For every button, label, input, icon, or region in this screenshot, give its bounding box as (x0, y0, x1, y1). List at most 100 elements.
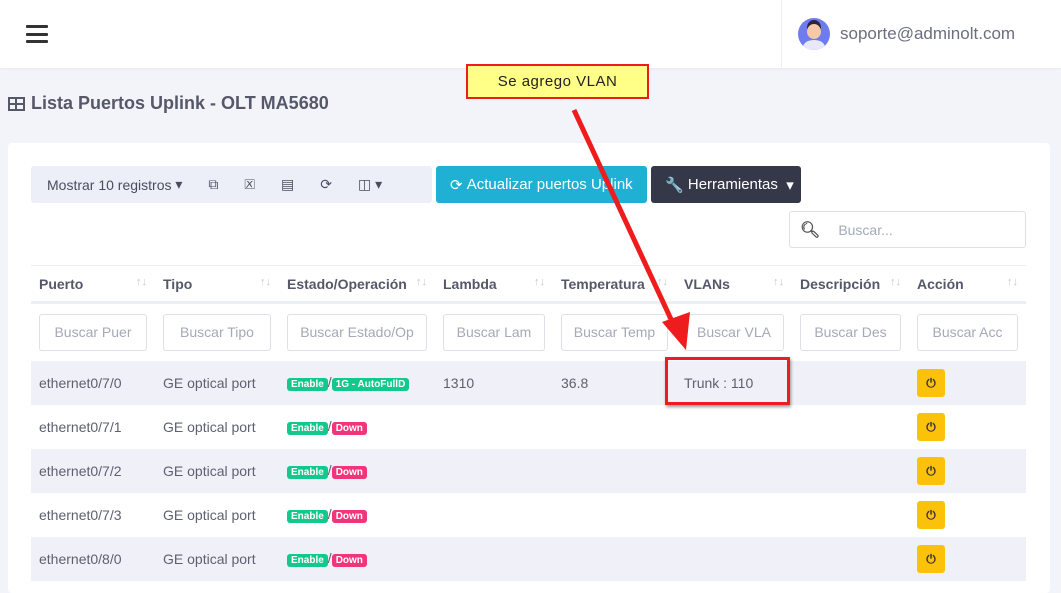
show-records-dropdown[interactable]: Mostrar 10 registros ▾ (47, 176, 183, 193)
column-header[interactable]: Descripción ↑↓ (792, 265, 909, 304)
state-cell: Enable / Down (279, 536, 435, 581)
refresh-icon[interactable]: ⟳ (320, 176, 332, 192)
column-label: Temperatura (561, 275, 645, 292)
sort-icon[interactable]: ↑↓ (1007, 275, 1018, 288)
power-button[interactable]: ⏻ (917, 412, 945, 441)
column-label: Estado/Operación (287, 275, 407, 292)
table-row: ethernet0/7/0 GE optical port Enable/1G … (31, 360, 1026, 405)
filter-cell: Buscar Tipo (155, 303, 279, 361)
avatar (798, 18, 830, 50)
vlans-cell: Trunk : 110 (676, 360, 792, 405)
filter-cell: Buscar Acc (909, 303, 1026, 361)
page-title-text: Lista Puertos Uplink - OLT MA5680 (31, 93, 329, 113)
vlans-cell (676, 448, 792, 493)
sort-icon[interactable]: ↑↓ (416, 275, 427, 288)
copy-icon[interactable]: ⧉ (208, 176, 219, 192)
excel-icon[interactable]: 🗵 (244, 176, 256, 192)
column-label: Acción (917, 275, 964, 292)
column-header[interactable]: Acción ↑↓ (909, 265, 1026, 304)
state-cell: Enable / Down (279, 448, 435, 493)
column-label: Puerto (39, 275, 84, 292)
column-label: VLANs (684, 275, 730, 292)
description-cell (792, 448, 909, 493)
sort-icon[interactable]: ↑↓ (136, 275, 147, 288)
operation-badge: Down (331, 466, 367, 479)
filter-cell: Buscar Puer (31, 303, 155, 361)
power-button[interactable]: ⏻ (917, 456, 945, 485)
top-header: soporte@adminolt.com (0, 0, 1061, 68)
filter-cell: Buscar Lam (435, 303, 553, 361)
type-cell: GE optical port (155, 360, 279, 405)
column-label: Descripción (800, 275, 881, 292)
column-label: Lambda (443, 275, 497, 292)
state-cell: Enable / Down (279, 493, 435, 537)
column-header[interactable]: Estado/Operación ↑↓ (279, 265, 435, 304)
action-cell: ⏻ (909, 405, 1026, 449)
table-row: ethernet0/8/0 GE optical port Enable / Dow… (31, 536, 1026, 581)
search-input[interactable]: 🔍︎ Buscar... (789, 211, 1026, 248)
temperature-cell: 36.8 (553, 360, 676, 405)
column-label: Tipo (163, 275, 193, 292)
column-filter-input[interactable]: Buscar Acc (917, 313, 1018, 351)
port-cell: ethernet0/7/1 (39, 418, 122, 435)
refresh-icon: ⟳ (450, 176, 467, 194)
column-filter-input[interactable]: Buscar VLA (684, 313, 784, 351)
sort-icon[interactable]: ↑↓ (890, 275, 901, 288)
power-button[interactable]: ⏻ (917, 500, 945, 529)
filter-placeholder: Buscar Des (814, 324, 887, 341)
csv-icon[interactable]: ▤ (281, 176, 295, 192)
tools-label: Herramientas (687, 176, 778, 193)
column-filter-input[interactable]: Buscar Des (800, 313, 901, 351)
column-header[interactable]: Tipo ↑↓ (155, 265, 279, 304)
column-filter-input[interactable]: Buscar Lam (443, 313, 545, 351)
columns-icon[interactable]: ◫ ▾ (357, 176, 383, 192)
type-cell: GE optical port (163, 418, 256, 435)
description-cell (792, 360, 909, 405)
page-title: Lista Puertos Uplink - OLT MA5680 (8, 93, 329, 114)
column-filter-input[interactable]: Buscar Tipo (163, 313, 271, 351)
column-header[interactable]: VLANs ↑↓ (676, 265, 792, 304)
hamburger-menu-icon[interactable] (26, 25, 48, 43)
update-uplink-label: Actualizar puertos Uplink (466, 176, 633, 193)
column-filter-input[interactable]: Buscar Estado/Op (287, 313, 427, 351)
state-badge: Enable (287, 422, 328, 435)
sort-icon[interactable]: ↑↓ (657, 275, 668, 288)
power-button[interactable]: ⏻ (917, 368, 945, 397)
user-menu[interactable]: soporte@adminolt.com (781, 0, 1061, 68)
type-cell: GE optical port (155, 448, 279, 493)
sort-icon[interactable]: ↑↓ (260, 275, 271, 288)
filter-placeholder: Buscar Acc (932, 324, 1003, 341)
temperature-cell (553, 536, 676, 581)
lambda-cell: 1310 (435, 360, 553, 405)
table-row: ethernet0/7/3 GE optical port Enable / Dow… (31, 493, 1026, 537)
state-badge: Enable (287, 466, 328, 479)
port-cell: ethernet0/7/2 (31, 448, 155, 493)
column-filter-input[interactable]: Buscar Puer (39, 313, 147, 351)
filter-cell: Buscar Des (792, 303, 909, 361)
export-toolbar: Mostrar 10 registros ▾ ⧉ 🗵 ▤ ⟳ ◫ ▾ (31, 166, 432, 203)
column-header[interactable]: Puerto ↑↓ (31, 265, 155, 304)
annotation-arrow (571, 108, 690, 350)
annotation-callout: Se agrego VLAN (466, 64, 649, 99)
action-cell: ⏻ (909, 448, 1026, 493)
sort-icon[interactable]: ↑↓ (534, 275, 545, 288)
action-cell: ⏻ (909, 360, 1026, 405)
power-button[interactable]: ⏻ (917, 544, 945, 573)
tools-button[interactable]: 🔧 Herramientas ▾ (651, 166, 801, 203)
filter-placeholder: Buscar Puer (54, 324, 132, 341)
column-filter-input[interactable]: Buscar Temp (561, 313, 668, 351)
state-cell: Enable/1G - AutoFullD (279, 360, 435, 405)
state-badge: Enable (287, 378, 328, 391)
vlan-highlight-box (665, 357, 790, 405)
state-badge: Enable (287, 554, 328, 567)
sort-icon[interactable]: ↑↓ (773, 275, 784, 288)
port-cell: ethernet0/7/0 (31, 360, 155, 405)
action-cell: ⏻ (909, 493, 1026, 537)
column-header[interactable]: Lambda ↑↓ (435, 265, 553, 304)
filter-cell: Buscar Estado/Op (279, 303, 435, 361)
filter-cell: Buscar VLA (676, 303, 792, 361)
wrench-icon: 🔧 (665, 176, 688, 194)
temperature-cell (553, 448, 676, 493)
action-cell: ⏻ (909, 536, 1026, 581)
vlans-cell (676, 536, 792, 581)
